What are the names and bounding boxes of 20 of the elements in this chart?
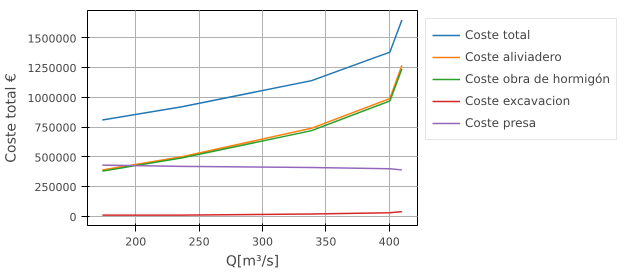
y-tick-label: 500000: [34, 151, 77, 164]
y-tick-label: 1500000: [28, 32, 77, 46]
y-tick-label: 1000000: [28, 92, 77, 105]
y-tick-label: 750000: [34, 122, 77, 135]
x-axis-title: Q[m³/s]: [226, 254, 280, 270]
y-axis-title: Coste total €: [4, 73, 20, 163]
x-tick-label: 350: [315, 236, 336, 248]
legend-label: Coste total: [465, 28, 530, 42]
legend-label: Coste excavacion: [465, 94, 570, 108]
legend-label: Coste presa: [465, 116, 536, 130]
x-tick-label: 200: [125, 236, 146, 248]
y-tick-label: 250000: [34, 181, 77, 194]
x-tick-label: 400: [378, 236, 400, 248]
y-tick-label: 0: [70, 210, 76, 224]
line-series: [102, 19, 403, 121]
legend-label: Coste aliviadero: [465, 50, 562, 64]
legend-label: Coste obra de hormigón: [465, 72, 610, 86]
x-tick-label: 300: [252, 236, 274, 248]
y-tick-label: 1250000: [28, 62, 77, 76]
x-tick-label: 250: [188, 236, 210, 248]
